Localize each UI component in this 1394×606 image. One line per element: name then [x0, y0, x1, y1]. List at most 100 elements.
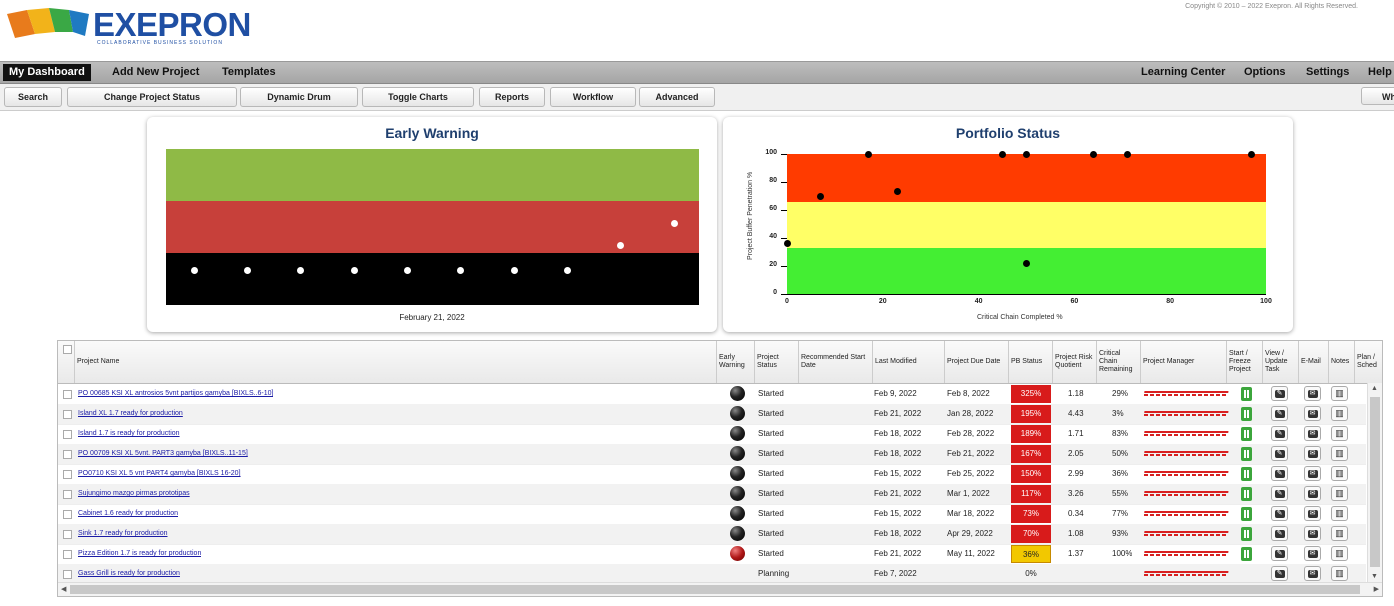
row-checkbox[interactable] [63, 410, 72, 419]
table-row[interactable]: Gass Grill is ready for production Planni… [58, 564, 1366, 585]
dynamic-drum-button[interactable]: Dynamic Drum [240, 87, 358, 107]
update-task-button[interactable]: ✎ [1271, 386, 1288, 401]
update-task-button[interactable]: ✎ [1271, 406, 1288, 421]
menu-add-new-project[interactable]: Add New Project [112, 66, 200, 78]
header-email[interactable]: E-Mail [1298, 341, 1328, 383]
row-checkbox[interactable] [63, 550, 72, 559]
freeze-project-icon[interactable] [1241, 467, 1252, 481]
header-last-modified[interactable]: Last Modified [872, 341, 944, 383]
header-plan-schedule[interactable]: Plan / Sched [1354, 341, 1382, 383]
row-checkbox[interactable] [63, 570, 72, 579]
email-button[interactable]: ✉ [1304, 566, 1321, 581]
freeze-project-icon[interactable] [1241, 407, 1252, 421]
row-checkbox[interactable] [63, 490, 72, 499]
freeze-project-icon[interactable] [1241, 547, 1252, 561]
project-name-link[interactable]: Sujungimo mazgo pirmas prototipas [78, 490, 190, 497]
row-checkbox[interactable] [63, 470, 72, 479]
header-early-warning[interactable]: Early Warning [716, 341, 754, 383]
menu-help[interactable]: Help [1368, 66, 1392, 78]
header-project-name[interactable]: Project Name [74, 341, 716, 383]
project-name-link[interactable]: Sink 1.7 ready for production [78, 530, 168, 537]
horizontal-scroll-thumb[interactable] [70, 585, 1360, 594]
menu-settings[interactable]: Settings [1306, 66, 1350, 78]
project-name-link[interactable]: Cabinet 1.6 ready for production [78, 510, 179, 517]
menu-my-dashboard[interactable]: My Dashboard [3, 64, 91, 81]
project-name-link[interactable]: Island XL 1.7 ready for production [78, 410, 183, 417]
header-cc-remaining[interactable]: Critical Chain Remaining [1096, 341, 1140, 383]
scroll-up-arrow-icon[interactable]: ▲ [1371, 385, 1378, 392]
wh-button[interactable]: Wh [1361, 87, 1394, 105]
row-checkbox[interactable] [63, 510, 72, 519]
row-checkbox[interactable] [63, 530, 72, 539]
table-row[interactable]: PO 00685 KSI XL antrosios 5vnt partijos … [58, 384, 1366, 405]
email-button[interactable]: ✉ [1304, 426, 1321, 441]
notes-button[interactable]: ▥ [1331, 386, 1348, 401]
menu-options[interactable]: Options [1244, 66, 1286, 78]
project-name-link[interactable]: PO 00709 KSI XL 5vnt. PART3 gamyba [BIXL… [78, 450, 248, 457]
freeze-project-icon[interactable] [1241, 387, 1252, 401]
notes-button[interactable]: ▥ [1331, 446, 1348, 461]
update-task-button[interactable]: ✎ [1271, 506, 1288, 521]
email-button[interactable]: ✉ [1304, 506, 1321, 521]
menu-learning-center[interactable]: Learning Center [1141, 66, 1226, 78]
header-pb-status[interactable]: PB Status [1008, 341, 1052, 383]
select-all-checkbox[interactable] [63, 345, 72, 354]
header-notes[interactable]: Notes [1328, 341, 1354, 383]
table-row[interactable]: Sujungimo mazgo pirmas prototipas Started… [58, 484, 1366, 505]
update-task-button[interactable]: ✎ [1271, 446, 1288, 461]
row-checkbox[interactable] [63, 390, 72, 399]
row-checkbox[interactable] [63, 450, 72, 459]
update-task-button[interactable]: ✎ [1271, 526, 1288, 541]
menu-templates[interactable]: Templates [222, 66, 276, 78]
table-row[interactable]: PO0710 KSI XL 5 vnt PART4 gamyba [BIXLS … [58, 464, 1366, 485]
header-view-update[interactable]: View / Update Task [1262, 341, 1298, 383]
update-task-button[interactable]: ✎ [1271, 546, 1288, 561]
header-project-manager[interactable]: Project Manager [1140, 341, 1226, 383]
notes-button[interactable]: ▥ [1331, 566, 1348, 581]
table-row[interactable]: PO 00709 KSI XL 5vnt. PART3 gamyba [BIXL… [58, 444, 1366, 465]
vertical-scroll-thumb[interactable] [1370, 397, 1380, 567]
horizontal-scrollbar[interactable]: ◀ ▶ [58, 582, 1382, 596]
freeze-project-icon[interactable] [1241, 507, 1252, 521]
table-row[interactable]: Cabinet 1.6 ready for production Started F… [58, 504, 1366, 525]
notes-button[interactable]: ▥ [1331, 526, 1348, 541]
header-start-freeze[interactable]: Start / Freeze Project [1226, 341, 1262, 383]
workflow-button[interactable]: Workflow [550, 87, 636, 107]
update-task-button[interactable]: ✎ [1271, 566, 1288, 581]
freeze-project-icon[interactable] [1241, 487, 1252, 501]
update-task-button[interactable]: ✎ [1271, 466, 1288, 481]
table-row[interactable]: Island XL 1.7 ready for production Starte… [58, 404, 1366, 425]
email-button[interactable]: ✉ [1304, 406, 1321, 421]
freeze-project-icon[interactable] [1241, 427, 1252, 441]
project-name-link[interactable]: Island 1.7 is ready for production [78, 430, 180, 437]
email-button[interactable]: ✉ [1304, 386, 1321, 401]
header-project-due-date[interactable]: Project Due Date [944, 341, 1008, 383]
toggle-charts-button[interactable]: Toggle Charts [362, 87, 474, 107]
table-row[interactable]: Sink 1.7 ready for production Started Feb … [58, 524, 1366, 545]
email-button[interactable]: ✉ [1304, 546, 1321, 561]
header-project-status[interactable]: Project Status [754, 341, 798, 383]
update-task-button[interactable]: ✎ [1271, 426, 1288, 441]
notes-button[interactable]: ▥ [1331, 426, 1348, 441]
notes-button[interactable]: ▥ [1331, 546, 1348, 561]
notes-button[interactable]: ▥ [1331, 506, 1348, 521]
row-checkbox[interactable] [63, 430, 72, 439]
table-row[interactable]: Pizza Edition 1.7 is ready for productio… [58, 544, 1366, 565]
email-button[interactable]: ✉ [1304, 486, 1321, 501]
table-row[interactable]: Island 1.7 is ready for production Starte… [58, 424, 1366, 445]
change-project-status-button[interactable]: Change Project Status [67, 87, 237, 107]
header-recommended-start[interactable]: Recommended Start Date [798, 341, 872, 383]
email-button[interactable]: ✉ [1304, 446, 1321, 461]
project-name-link[interactable]: PO 00685 KSI XL antrosios 5vnt partijos … [78, 390, 274, 397]
freeze-project-icon[interactable] [1241, 447, 1252, 461]
advanced-button[interactable]: Advanced [639, 87, 715, 107]
header-risk-quotient[interactable]: Project Risk Quotient [1052, 341, 1096, 383]
search-button[interactable]: Search [4, 87, 62, 107]
notes-button[interactable]: ▥ [1331, 466, 1348, 481]
email-button[interactable]: ✉ [1304, 466, 1321, 481]
notes-button[interactable]: ▥ [1331, 486, 1348, 501]
project-name-link[interactable]: PO0710 KSI XL 5 vnt PART4 gamyba [BIXLS … [78, 470, 241, 477]
freeze-project-icon[interactable] [1241, 527, 1252, 541]
project-name-link[interactable]: Gass Grill is ready for production [78, 570, 180, 577]
notes-button[interactable]: ▥ [1331, 406, 1348, 421]
